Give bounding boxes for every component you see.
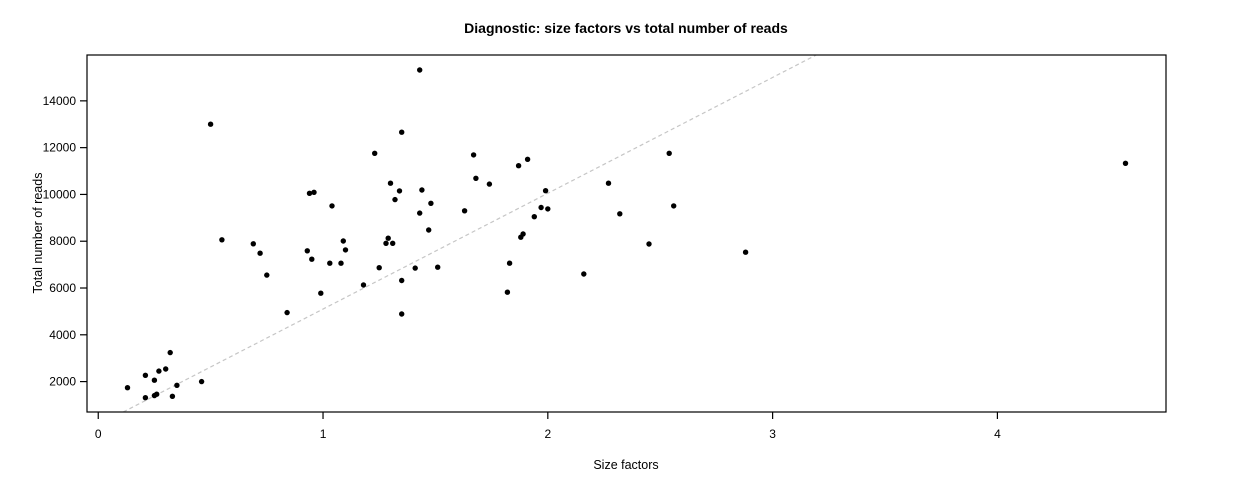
data-point	[142, 372, 149, 378]
data-point	[167, 349, 173, 356]
data-point	[524, 156, 531, 162]
data-point	[671, 203, 677, 209]
data-point	[338, 260, 344, 266]
y-tick-label: 8000	[49, 234, 76, 248]
data-point	[399, 277, 405, 284]
data-point	[327, 260, 333, 266]
data-point	[264, 272, 270, 278]
data-point	[318, 290, 324, 296]
data-point	[515, 163, 522, 169]
data-point	[169, 393, 176, 399]
data-point	[385, 235, 391, 241]
data-point	[1122, 160, 1129, 166]
scatter-points	[124, 67, 1129, 401]
data-point	[542, 188, 549, 194]
data-point	[207, 121, 214, 127]
data-point	[257, 250, 263, 256]
y-tick-label: 14000	[43, 94, 77, 108]
plot-box	[86, 54, 1167, 413]
diagonal-reference-line	[122, 54, 817, 413]
data-point	[646, 241, 652, 247]
chart-title: Diagnostic: size factors vs total number…	[464, 20, 788, 36]
y-tick-label: 2000	[49, 375, 76, 389]
x-axis-label: Size factors	[593, 458, 658, 472]
data-point	[396, 188, 403, 194]
data-point	[154, 391, 160, 397]
data-point	[174, 382, 180, 388]
reference-line	[122, 54, 817, 413]
data-point	[340, 238, 346, 244]
data-point	[545, 206, 551, 212]
data-point	[520, 231, 526, 237]
data-point	[605, 180, 612, 186]
data-point	[399, 311, 405, 317]
data-point	[486, 181, 493, 187]
y-tick-label: 6000	[49, 281, 76, 295]
data-point	[311, 189, 317, 195]
x-tick-label: 1	[320, 427, 327, 441]
data-point	[531, 214, 537, 220]
data-point	[372, 150, 378, 156]
data-point	[470, 152, 477, 158]
data-point	[399, 129, 405, 135]
x-tick-label: 0	[95, 427, 102, 441]
data-point	[304, 248, 310, 254]
data-point	[219, 237, 225, 243]
data-point	[417, 210, 423, 216]
y-tick-label: 4000	[49, 328, 76, 342]
data-point	[156, 368, 162, 374]
data-point	[151, 377, 158, 383]
data-point	[163, 366, 169, 372]
data-point	[390, 240, 396, 246]
data-point	[329, 203, 335, 209]
data-point	[538, 204, 544, 211]
data-point	[306, 190, 313, 196]
data-point	[581, 271, 587, 277]
x-tick-label: 3	[769, 427, 776, 441]
data-point	[617, 211, 623, 217]
data-point	[742, 249, 749, 255]
data-point	[198, 378, 205, 385]
data-point	[250, 241, 256, 247]
data-point	[309, 256, 315, 262]
y-axis-ticks: 2000 4000 6000 8000 10000 12000 14000	[43, 94, 87, 389]
data-point	[417, 67, 423, 73]
data-point	[387, 180, 394, 186]
data-point	[666, 150, 672, 156]
y-tick-label: 10000	[43, 187, 77, 201]
data-point	[473, 175, 479, 181]
x-axis-ticks: 0 1 2 3 4	[95, 412, 1001, 441]
x-tick-label: 4	[994, 427, 1001, 441]
data-point	[142, 395, 149, 401]
data-point	[435, 264, 441, 270]
data-point	[419, 187, 425, 193]
data-point	[342, 247, 349, 253]
data-point	[392, 196, 398, 203]
data-point	[504, 289, 511, 295]
data-point	[506, 260, 513, 266]
data-point	[426, 227, 432, 233]
data-point	[284, 309, 290, 316]
data-point	[383, 240, 389, 246]
y-axis-label: Total number of reads	[31, 173, 45, 294]
data-point	[461, 208, 468, 214]
y-tick-label: 12000	[43, 141, 77, 155]
data-point	[376, 265, 382, 271]
data-point	[412, 265, 418, 271]
x-tick-label: 2	[544, 427, 551, 441]
data-point	[428, 200, 434, 206]
data-point	[124, 385, 131, 391]
data-point	[360, 282, 367, 288]
